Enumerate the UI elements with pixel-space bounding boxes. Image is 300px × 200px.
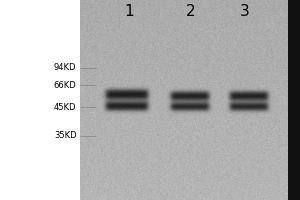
Text: 1: 1 (124, 4, 134, 20)
Text: 45KD: 45KD (54, 102, 76, 112)
Text: 2: 2 (186, 4, 195, 20)
Text: 35KD: 35KD (54, 132, 76, 140)
Text: 3: 3 (240, 4, 249, 20)
Text: 94KD: 94KD (54, 64, 76, 72)
Text: 66KD: 66KD (54, 81, 76, 90)
